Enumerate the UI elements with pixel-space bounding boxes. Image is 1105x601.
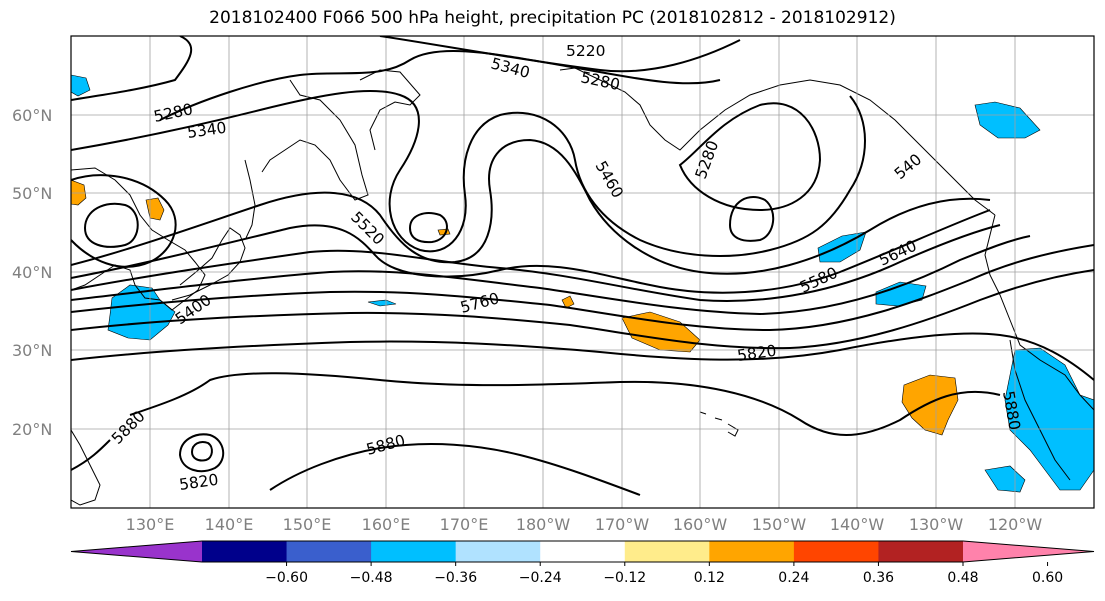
colorbar-swatch xyxy=(624,541,710,562)
map-frame xyxy=(70,35,1095,509)
colorbar-outline xyxy=(70,540,1095,563)
lon-label: 150°W xyxy=(752,515,807,534)
coastline-japan xyxy=(171,227,246,301)
colorbar-extend-high xyxy=(963,541,1094,562)
coastline-north-america xyxy=(984,214,1094,411)
lat-label-50n: 50°N xyxy=(12,184,52,203)
lon-label: 130°W xyxy=(909,515,964,534)
colorbar-swatch xyxy=(793,541,879,562)
longitude-labels: 130°E 140°E 150°E 160°E 170°E 180°W 170°… xyxy=(126,515,1043,534)
contour-line xyxy=(71,244,1094,332)
precip-negative-area xyxy=(875,281,927,307)
coastline-baja xyxy=(1009,339,1071,481)
lon-label: 170°E xyxy=(440,515,489,534)
height-contours xyxy=(71,36,1094,496)
colorbar-swatch xyxy=(286,541,372,562)
colorbar-tick-label: −0.36 xyxy=(434,570,477,586)
precip-positive-area xyxy=(901,374,959,436)
contour-label: 5820 xyxy=(178,471,220,494)
contour-line xyxy=(71,209,991,294)
precip-negative-area xyxy=(107,284,176,341)
precip-negative-area xyxy=(974,101,1041,139)
contour-line xyxy=(71,138,991,275)
lon-label: 140°E xyxy=(205,515,254,534)
coastline-philippines xyxy=(71,429,101,506)
colorbar-swatch xyxy=(455,541,541,562)
colorbar-tick-label: −0.12 xyxy=(603,570,646,586)
lon-label: 130°E xyxy=(126,515,175,534)
contour-line xyxy=(190,441,213,462)
lat-label-60n: 60°N xyxy=(12,106,52,125)
lon-label: 120°W xyxy=(988,515,1043,534)
colorbar: −0.60 −0.48 −0.36 −0.24 −0.12 0.12 0.24 0.36 0.4… xyxy=(70,540,1095,586)
colorbar-extend-low xyxy=(71,541,202,562)
colorbar-swatch xyxy=(878,541,964,562)
contour-line xyxy=(71,224,1001,302)
lon-label: 170°W xyxy=(595,515,650,534)
lon-label: 160°W xyxy=(673,515,728,534)
coastline-hawaii xyxy=(699,411,739,437)
lon-label: 160°E xyxy=(362,515,411,534)
colorbar-tick-label: 0.12 xyxy=(694,570,725,586)
colorbar-tick-label: −0.24 xyxy=(519,570,562,586)
colorbar-tick-label: −0.48 xyxy=(350,570,393,586)
lon-label: 140°W xyxy=(830,515,885,534)
colorbar-tick-label: 0.24 xyxy=(778,570,809,586)
precip-negative-area xyxy=(367,299,397,307)
precip-negative-area xyxy=(71,74,91,97)
colorbar-tick-label: −0.60 xyxy=(265,570,308,586)
contour-line xyxy=(71,439,111,471)
contour-label: 5340 xyxy=(186,119,228,142)
contour-line xyxy=(71,332,1094,381)
precip-positive-area xyxy=(145,197,165,221)
precip-positive-area xyxy=(561,295,575,309)
lon-label: 150°E xyxy=(283,515,332,534)
coastlines xyxy=(71,67,1094,506)
lat-label-40n: 40°N xyxy=(12,263,52,282)
coastline-kamchatka xyxy=(261,79,369,201)
colorbar-tick-label: 0.60 xyxy=(1032,570,1063,586)
lat-label-20n: 20°N xyxy=(12,420,52,439)
colorbar-tick-label: 0.36 xyxy=(863,570,894,586)
graticule xyxy=(71,36,1094,508)
lon-label: 180°W xyxy=(516,515,571,534)
contour-line xyxy=(159,50,721,121)
lat-label-30n: 30°N xyxy=(12,341,52,360)
precip-positive-area xyxy=(71,179,87,206)
contour-line xyxy=(71,269,1094,350)
contour-label: 5220 xyxy=(566,42,605,60)
contour-line xyxy=(71,174,177,268)
colorbar-swatch xyxy=(202,541,288,562)
contour-line xyxy=(83,202,139,248)
coastline-alaska xyxy=(559,67,996,216)
contour-line xyxy=(129,372,1001,436)
coastline-sakhalin xyxy=(244,159,256,239)
contour-line xyxy=(71,36,193,101)
precip-shading xyxy=(71,74,1094,493)
latitude-labels: 60°N 50°N 40°N 30°N 20°N xyxy=(12,106,52,439)
contour-line xyxy=(71,235,1031,316)
colorbar-tick-label: 0.48 xyxy=(947,570,978,586)
colorbar-swatch xyxy=(540,541,626,562)
contour-label: 5820 xyxy=(736,342,778,365)
contour-line xyxy=(678,102,822,212)
contour-line xyxy=(269,443,641,496)
map-title: 2018102400 F066 500 hPa height, precipit… xyxy=(209,8,896,28)
contour-line xyxy=(408,212,448,244)
colorbar-swatch xyxy=(371,541,457,562)
contour-line xyxy=(379,36,741,73)
contour-line xyxy=(728,196,775,242)
contour-line xyxy=(71,90,866,257)
contour-line xyxy=(178,433,225,473)
colorbar-swatch xyxy=(709,541,795,562)
